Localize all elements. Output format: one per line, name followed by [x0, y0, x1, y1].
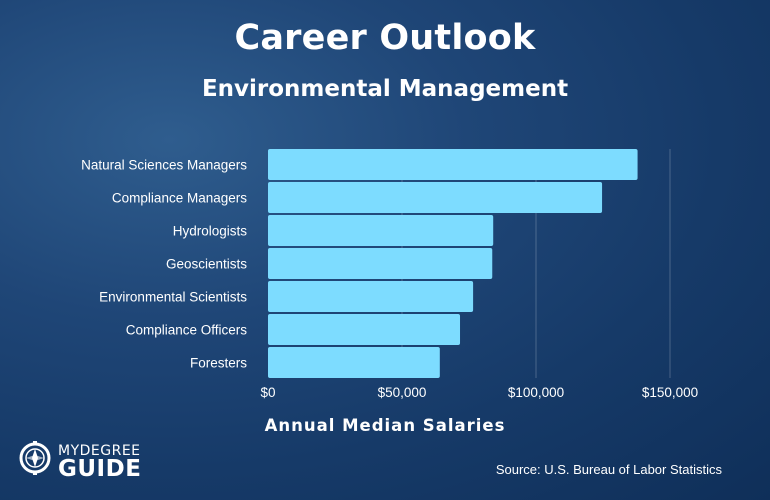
x-axis-label: Annual Median Salaries	[264, 416, 506, 435]
chart-subtitle: Environmental Management	[201, 76, 569, 102]
logo-text-bottom: GUIDE	[58, 456, 142, 482]
bar	[268, 314, 461, 345]
category-label: Geoscientists	[166, 257, 247, 272]
bar	[268, 182, 603, 213]
bar	[268, 149, 638, 180]
logo-text-top: MYDEGREE	[58, 443, 141, 459]
bar	[268, 347, 440, 378]
category-label: Foresters	[190, 356, 247, 371]
bar	[268, 215, 494, 246]
x-tick-label: $100,000	[508, 385, 564, 400]
chart-title: Career Outlook	[234, 18, 536, 58]
mydegreeguide-logo: MYDEGREE GUIDE	[18, 438, 148, 484]
x-tick-label: $50,000	[378, 385, 427, 400]
category-label: Compliance Managers	[112, 191, 247, 206]
category-label: Compliance Officers	[126, 323, 248, 338]
bar	[268, 248, 493, 279]
bar	[268, 281, 474, 312]
category-label: Environmental Scientists	[99, 290, 247, 305]
category-label: Hydrologists	[173, 224, 248, 239]
category-label: Natural Sciences Managers	[81, 158, 247, 173]
compass-icon	[19, 441, 51, 475]
x-tick-label: $150,000	[642, 385, 698, 400]
x-tick-label: $0	[260, 385, 275, 400]
source-note: Source: U.S. Bureau of Labor Statistics	[495, 462, 722, 477]
